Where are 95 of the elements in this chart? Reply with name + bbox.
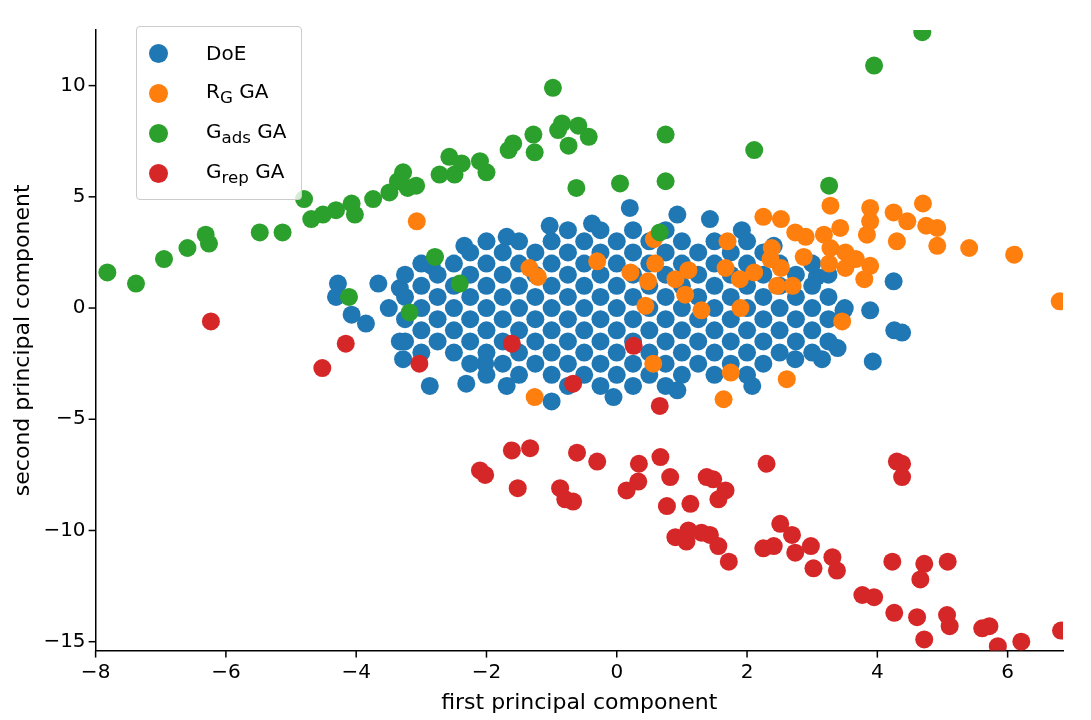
point [794, 247, 813, 266]
point [1005, 245, 1024, 264]
point [559, 136, 578, 155]
point [567, 178, 586, 197]
legend-label: G$_{rep}$ GA [206, 159, 285, 187]
point [407, 212, 426, 231]
point [407, 176, 426, 195]
x-tick-label: −2 [471, 658, 502, 683]
point [650, 223, 669, 242]
point [692, 301, 711, 320]
point [884, 203, 903, 222]
point [777, 370, 796, 389]
point [855, 270, 874, 289]
point [731, 299, 750, 318]
x-tick-label: 6 [1001, 658, 1014, 683]
point [714, 390, 733, 409]
point [865, 56, 884, 75]
point [814, 225, 833, 244]
point [831, 218, 850, 237]
x-tick-label: 0 [610, 658, 624, 683]
point [178, 238, 197, 257]
point [745, 141, 764, 160]
legend-label: R$_{G}$ GA [206, 79, 269, 107]
point [525, 143, 544, 162]
point [326, 201, 345, 220]
point [721, 363, 740, 382]
point [569, 116, 588, 135]
point [477, 163, 496, 182]
point [754, 207, 773, 226]
point [898, 212, 917, 231]
x-axis-title: first principal component [441, 688, 718, 714]
y-axis-title: second principal component [8, 184, 34, 497]
point [452, 154, 471, 173]
point [718, 232, 737, 251]
point [588, 252, 607, 271]
point [730, 270, 749, 289]
point [745, 263, 764, 282]
point [340, 287, 359, 306]
legend-label: G$_{ads}$ GA [206, 119, 287, 147]
point [646, 254, 665, 273]
point [524, 125, 543, 144]
point [636, 296, 655, 315]
point [771, 259, 790, 278]
x-tick-label: −6 [211, 658, 241, 683]
point [579, 127, 598, 146]
point [644, 354, 663, 373]
point [639, 272, 658, 291]
point [394, 163, 413, 182]
point [364, 190, 383, 209]
point [273, 223, 292, 242]
point [656, 172, 675, 191]
point [543, 78, 562, 97]
point [820, 176, 839, 195]
point [928, 236, 947, 255]
y-tick-label: −5 [56, 405, 86, 430]
point [913, 194, 932, 213]
point [525, 388, 544, 407]
point [666, 270, 685, 289]
point [928, 218, 947, 237]
point [796, 227, 815, 246]
y-tick-label: −10 [43, 516, 86, 541]
point [960, 238, 979, 257]
point [611, 174, 630, 193]
point [127, 274, 145, 293]
point [400, 303, 419, 322]
point [656, 125, 675, 144]
point [504, 134, 523, 153]
point [155, 250, 174, 269]
point [98, 263, 117, 282]
x-tick-label: 2 [740, 658, 754, 683]
x-tick-label: −8 [80, 658, 111, 683]
point [676, 285, 695, 304]
point [199, 234, 218, 253]
point [820, 254, 839, 273]
y-tick-label: 5 [72, 183, 86, 208]
point [716, 259, 735, 278]
point [887, 232, 906, 251]
point [345, 205, 364, 224]
x-tick-label: −4 [341, 658, 371, 683]
point [250, 223, 269, 242]
point [857, 225, 876, 244]
point [426, 247, 445, 266]
point [450, 274, 469, 293]
point [553, 114, 572, 133]
point [783, 276, 802, 295]
point [679, 261, 698, 280]
y-tick-label: 0 [72, 294, 86, 319]
x-tick-label: 4 [870, 658, 884, 683]
point [771, 210, 790, 229]
y-tick-label: −15 [43, 627, 86, 652]
y-tick-label: 10 [60, 71, 86, 96]
point [821, 196, 840, 215]
point [833, 312, 852, 331]
legend-label: DoE [206, 41, 247, 65]
point [430, 165, 449, 184]
